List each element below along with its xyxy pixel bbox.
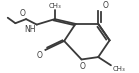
Text: O: O	[37, 51, 43, 60]
Text: CH₃: CH₃	[48, 3, 61, 9]
Text: O: O	[79, 62, 85, 71]
Text: CH₃: CH₃	[112, 66, 125, 72]
Text: NH: NH	[25, 25, 36, 34]
Text: O: O	[19, 9, 25, 18]
Text: O: O	[102, 1, 108, 10]
